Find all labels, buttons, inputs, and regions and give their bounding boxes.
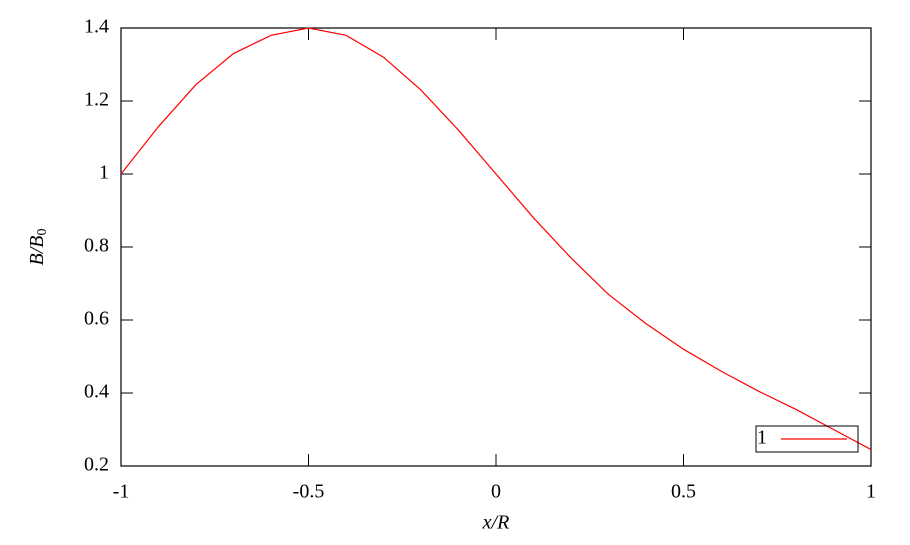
x-tick-label: 0 — [491, 481, 501, 503]
legend-box — [755, 425, 859, 453]
y-tick-label: 1.4 — [84, 16, 109, 38]
x-tick-label: -0.5 — [293, 481, 325, 503]
data-line — [120, 27, 872, 451]
x-tick-label: -1 — [113, 481, 130, 503]
legend-label: 1 — [757, 427, 767, 449]
x-tick-label: 0.5 — [671, 481, 696, 503]
plot-frame — [120, 27, 872, 467]
y-axis-label-main: B/B — [26, 236, 48, 266]
x-axis-label: x/R — [482, 512, 510, 534]
y-tick-label: 1 — [99, 162, 109, 184]
y-tick-label: 0.4 — [84, 381, 109, 403]
x-tick-label: 1 — [866, 481, 876, 503]
y-tick-label: 0.8 — [84, 235, 109, 257]
y-tick-label: 1.2 — [84, 89, 109, 111]
y-axis-label-subscript: 0 — [35, 229, 50, 236]
y-axis-label: B/B0 — [26, 229, 51, 266]
y-tick-label: 0.6 — [84, 308, 109, 330]
y-tick-label: 0.2 — [84, 454, 109, 476]
